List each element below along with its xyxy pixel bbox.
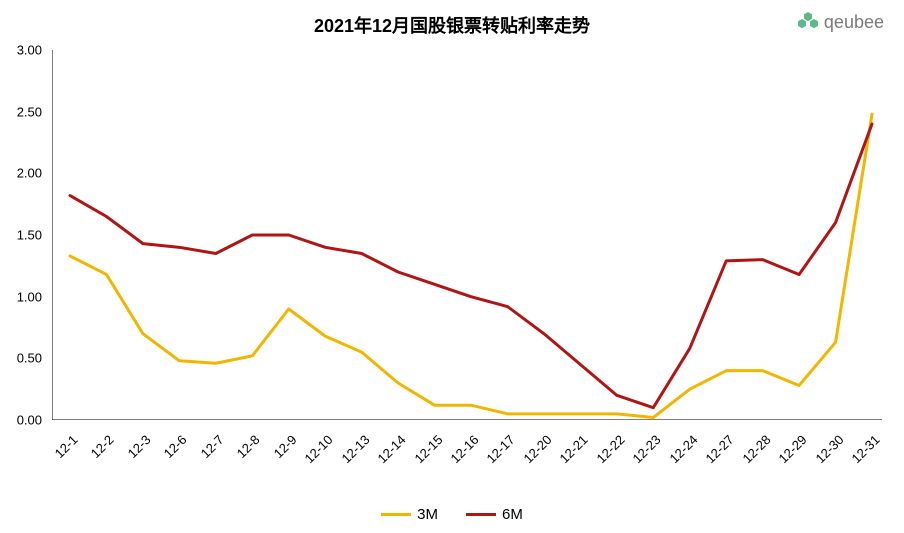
x-tick-label: 12-28 — [739, 432, 773, 466]
x-tick-label: 12-29 — [776, 432, 810, 466]
x-tick-label: 12-21 — [557, 432, 591, 466]
x-tick-label: 12-2 — [88, 432, 117, 461]
chart-title: 2021年12月国股银票转贴利率走势 — [0, 12, 904, 38]
y-tick-label: 0.00 — [17, 413, 42, 428]
legend: 3M 6M — [0, 506, 904, 523]
x-axis: 12-112-212-312-612-712-812-912-1012-1312… — [52, 424, 882, 484]
legend-swatch — [466, 513, 496, 516]
legend-label: 6M — [502, 506, 523, 523]
x-tick-label: 12-22 — [593, 432, 627, 466]
y-tick-label: 3.00 — [17, 43, 42, 58]
x-tick-label: 12-15 — [411, 432, 445, 466]
x-tick-label: 12-27 — [703, 432, 737, 466]
x-tick-label: 12-8 — [234, 432, 263, 461]
series-line-3M — [70, 114, 872, 417]
logo-icon — [796, 10, 820, 34]
y-axis: 0.000.501.001.502.002.503.00 — [0, 50, 48, 420]
x-tick-label: 12-13 — [338, 432, 372, 466]
x-tick-label: 12-20 — [520, 432, 554, 466]
y-tick-label: 2.00 — [17, 166, 42, 181]
x-tick-label: 12-24 — [666, 432, 700, 466]
y-tick-label: 1.00 — [17, 289, 42, 304]
x-tick-label: 12-16 — [447, 432, 481, 466]
x-tick-label: 12-23 — [630, 432, 664, 466]
y-tick-label: 1.50 — [17, 228, 42, 243]
x-tick-label: 12-3 — [124, 432, 153, 461]
legend-swatch — [381, 513, 411, 516]
x-tick-label: 12-1 — [52, 432, 81, 461]
legend-label: 3M — [417, 506, 438, 523]
logo: qeubee — [796, 10, 884, 34]
x-tick-label: 12-6 — [161, 432, 190, 461]
series-line-6M — [70, 124, 872, 408]
x-tick-label: 12-7 — [197, 432, 226, 461]
x-tick-label: 12-9 — [270, 432, 299, 461]
legend-item-6M: 6M — [466, 506, 523, 523]
y-tick-label: 0.50 — [17, 351, 42, 366]
x-tick-label: 12-10 — [302, 432, 336, 466]
plot-area — [52, 50, 882, 420]
logo-text: qeubee — [824, 12, 884, 33]
legend-item-3M: 3M — [381, 506, 438, 523]
y-tick-label: 2.50 — [17, 104, 42, 119]
x-tick-label: 12-31 — [848, 432, 882, 466]
x-tick-label: 12-14 — [375, 432, 409, 466]
x-tick-label: 12-30 — [812, 432, 846, 466]
chart-container: 2021年12月国股银票转贴利率走势 qeubee 0.00 0.50 1.00 1.… — [0, 0, 904, 533]
x-tick-label: 12-17 — [484, 432, 518, 466]
